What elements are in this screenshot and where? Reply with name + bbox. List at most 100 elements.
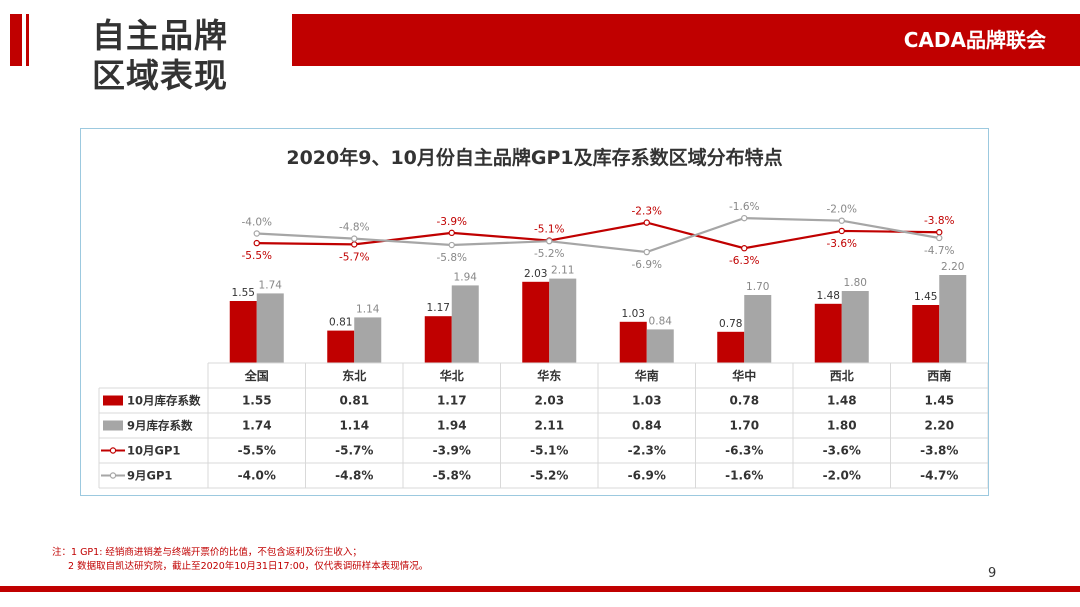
- gp1-label-sep-6: -2.0%: [827, 204, 857, 216]
- bar-label-sep-4: 0.84: [649, 315, 673, 327]
- page-title: 自主品牌 区域表现: [92, 16, 228, 96]
- table-cell-sep-gp1-5: -1.6%: [725, 469, 763, 483]
- bar-label-oct-4: 1.03: [622, 308, 645, 320]
- legend-marker-oct-gp1: [109, 447, 117, 454]
- bar-oct-7: [912, 305, 940, 363]
- table-cell-sep-stock-7: 2.20: [924, 419, 954, 433]
- bar-label-sep-5: 1.70: [746, 281, 769, 293]
- table-cell-oct-gp1-1: -5.7%: [335, 444, 373, 458]
- brand-name: CADA品牌联会: [903, 28, 1046, 52]
- table-cell-sep-gp1-6: -2.0%: [823, 469, 861, 483]
- table-cell-sep-stock-0: 1.74: [242, 419, 272, 433]
- bar-sep-0: [256, 293, 284, 363]
- page-number: 9: [988, 566, 997, 581]
- footnote: 注：1 GP1: 经销商进销差与终端开票价的比值，不包含返利及衍生收入； 2 数…: [52, 546, 428, 574]
- table-cell-oct-gp1-3: -5.1%: [530, 444, 568, 458]
- page-title-line1: 自主品牌: [92, 16, 228, 55]
- table-cell-oct-stock-1: 0.81: [339, 394, 369, 408]
- bar-sep-3: [549, 278, 577, 363]
- header-band: CADA品牌联会: [292, 14, 1080, 66]
- gp1-label-sep-1: -4.8%: [339, 222, 369, 234]
- table-cell-sep-gp1-0: -4.0%: [238, 469, 276, 483]
- bar-sep-5: [744, 295, 772, 363]
- table-cell-oct-gp1-2: -3.9%: [433, 444, 471, 458]
- gp1-label-sep-3: -5.2%: [534, 248, 564, 260]
- legend-label-sep-gp1: 9月GP1: [127, 469, 172, 483]
- legend-label-oct-stock: 10月库存系数: [127, 394, 201, 408]
- bar-sep-1: [354, 317, 382, 363]
- gp1-label-oct-3: -5.1%: [534, 224, 564, 236]
- table-cell-sep-gp1-3: -5.2%: [530, 469, 568, 483]
- table-cell-oct-gp1-5: -6.3%: [725, 444, 763, 458]
- point-oct-4: [643, 219, 650, 226]
- gp1-label-oct-6: -3.6%: [827, 238, 857, 250]
- accent-bar-thin: [26, 14, 29, 66]
- bottom-bar: [0, 586, 1080, 592]
- footnote-line-2: 2 数据取自凯达研究院，截止至2020年10月31日17:00，仅代表调研样本表…: [68, 561, 429, 572]
- bar-label-sep-2: 1.94: [454, 271, 478, 283]
- table-cell-oct-stock-7: 1.45: [924, 394, 954, 408]
- bar-label-oct-5: 0.78: [719, 318, 742, 330]
- bar-oct-0: [229, 301, 257, 363]
- point-oct-2: [448, 229, 455, 237]
- point-oct-0: [253, 239, 260, 247]
- accent-bar: [10, 14, 22, 66]
- table-cell-oct-gp1-6: -3.6%: [823, 444, 861, 458]
- legend-swatch-sep-stock: [103, 420, 123, 431]
- point-sep-4: [643, 248, 650, 256]
- table-cell-sep-gp1-1: -4.8%: [335, 469, 373, 483]
- point-sep-3: [546, 237, 553, 245]
- table-header-3: 华东: [537, 368, 561, 383]
- gp1-label-sep-5: -1.6%: [729, 201, 759, 213]
- table-header-6: 西北: [830, 368, 854, 383]
- gp1-label-sep-7: -4.7%: [924, 245, 954, 257]
- legend-marker-sep-gp1: [109, 472, 117, 479]
- gp1-label-oct-2: -3.9%: [437, 216, 467, 228]
- point-oct-1: [351, 241, 358, 248]
- point-sep-2: [448, 241, 455, 249]
- bar-label-oct-0: 1.55: [232, 287, 255, 299]
- table-cell-oct-stock-3: 2.03: [534, 394, 564, 408]
- bar-oct-3: [522, 281, 550, 363]
- table-header-5: 华中: [732, 368, 756, 383]
- bar-oct-6: [814, 303, 842, 363]
- bar-oct-5: [717, 331, 745, 363]
- legend-label-sep-stock: 9月库存系数: [127, 419, 193, 433]
- point-oct-5: [741, 245, 748, 252]
- gp1-label-sep-4: -6.9%: [632, 259, 662, 271]
- bar-label-sep-1: 1.14: [356, 303, 380, 315]
- point-sep-7: [936, 234, 943, 242]
- table-cell-sep-stock-4: 0.84: [632, 419, 662, 433]
- bar-label-oct-1: 0.81: [329, 317, 352, 329]
- gp1-label-oct-1: -5.7%: [339, 251, 369, 263]
- bar-sep-6: [841, 291, 869, 363]
- bar-label-oct-6: 1.48: [817, 290, 840, 302]
- table-header-0: 全国: [244, 368, 269, 383]
- point-sep-1: [351, 235, 358, 242]
- table-cell-oct-gp1-0: -5.5%: [238, 444, 276, 458]
- bar-oct-1: [327, 330, 355, 363]
- gp1-label-oct-7: -3.8%: [924, 215, 954, 227]
- point-oct-7: [936, 229, 943, 236]
- table-cell-sep-stock-6: 1.80: [827, 419, 857, 433]
- bar-label-sep-0: 1.74: [259, 279, 283, 291]
- point-sep-0: [253, 230, 260, 237]
- table-header-4: 华南: [635, 368, 659, 383]
- table-cell-sep-stock-3: 2.11: [534, 419, 564, 433]
- line-sep-gp1: [256, 217, 940, 254]
- table-cell-oct-stock-4: 1.03: [632, 394, 662, 408]
- table-cell-sep-stock-1: 1.14: [339, 419, 369, 433]
- legend-swatch-oct-stock: [103, 395, 123, 406]
- page-title-line2: 区域表现: [92, 56, 228, 95]
- gp1-label-oct-0: -5.5%: [242, 250, 272, 262]
- table-cell-sep-stock-2: 1.94: [437, 419, 467, 433]
- table-header-2: 华北: [440, 368, 464, 383]
- table-cell-oct-gp1-7: -3.8%: [920, 444, 958, 458]
- bar-oct-2: [424, 316, 452, 363]
- bar-label-oct-2: 1.17: [427, 302, 450, 314]
- gp1-label-sep-2: -5.8%: [437, 252, 467, 264]
- table-cell-oct-stock-0: 1.55: [242, 394, 272, 408]
- point-sep-6: [838, 217, 845, 224]
- bar-oct-4: [619, 321, 647, 363]
- chart-container: 1.55 1.74 0.81 1.14 1.17 1.94 2.03 2.11 1.03 0.84…: [80, 128, 989, 496]
